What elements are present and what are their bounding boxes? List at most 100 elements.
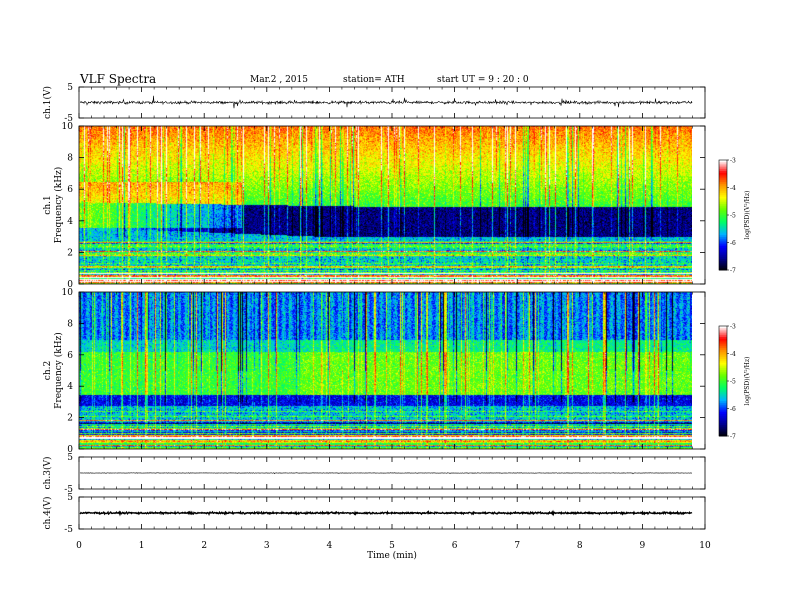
- ch2-colorbar-swatch: [719, 353, 727, 356]
- ch1-colorbar-swatch: [719, 246, 727, 249]
- time-tick-label: 9: [640, 541, 646, 551]
- ch2-colorbar-swatch: [719, 326, 727, 329]
- ch2-colorbar-swatch: [719, 377, 727, 380]
- ch1-colorbar-swatch: [719, 240, 727, 243]
- ch2-colorbar-swatch: [719, 351, 727, 354]
- ch2-colorbar-swatch: [719, 428, 727, 431]
- ch2-colorbar-swatch: [719, 379, 727, 382]
- ch2-colorbar-swatch: [719, 344, 727, 347]
- ch2-colorbar-swatch: [719, 342, 727, 345]
- ch2-colorbar-swatch: [719, 384, 727, 387]
- ch3-ylabel: ch.3(V): [42, 457, 53, 490]
- ch1-colorbar-swatch: [719, 169, 727, 172]
- ch1-colorbar-tick-label: -5: [730, 213, 736, 220]
- ch1-colorbar-swatch: [719, 216, 727, 220]
- ch1-colorbar-swatch: [719, 233, 727, 236]
- ch1-colorbar-swatch: [719, 260, 727, 264]
- ch1-colorbar-swatch: [719, 222, 727, 225]
- ch2-colorbar-swatch: [719, 382, 727, 386]
- ch2-colorbar-swatch: [719, 338, 727, 342]
- ch1-colorbar-swatch: [719, 187, 727, 190]
- time-tick-label: 10: [699, 541, 711, 551]
- s2-ylabel: ch.2: [43, 361, 53, 380]
- ch2-colorbar-swatch: [719, 401, 727, 404]
- ch2-colorbar-swatch: [719, 423, 727, 426]
- ch1-colorbar-tick-label: -7: [730, 268, 736, 275]
- ch1-ytick-label: -5: [64, 114, 73, 124]
- ch2-colorbar-swatch: [719, 364, 727, 367]
- ch2-colorbar-swatch: [719, 404, 727, 408]
- date-label: Mar.2 , 2015: [250, 75, 308, 85]
- ch2-colorbar-swatch: [719, 386, 727, 389]
- s1-ytick-label: 0: [67, 280, 73, 290]
- ch2-colorbar-swatch: [719, 408, 727, 411]
- ch1-colorbar-swatch: [719, 237, 727, 240]
- s2-heatmap: [79, 292, 692, 449]
- ch1-colorbar-swatch: [719, 249, 727, 253]
- ch2-colorbar-swatch: [719, 357, 727, 360]
- ch2-colorbar-tick-label: -4: [730, 351, 736, 358]
- ch1-colorbar-swatch: [719, 182, 727, 185]
- ch2-colorbar-label: log(PSD)(V²/Hz): [744, 357, 751, 406]
- ch1-trace: [79, 95, 693, 109]
- ch2-colorbar-swatch: [719, 430, 727, 433]
- s2-ytick-label: 2: [67, 414, 73, 424]
- ch1-colorbar-swatch: [719, 209, 727, 212]
- ch2-colorbar-swatch: [719, 395, 727, 398]
- time-tick-label: 2: [201, 541, 207, 551]
- ch1-colorbar-swatch: [719, 255, 727, 258]
- ch1-colorbar-swatch: [719, 198, 727, 201]
- time-tick-label: 8: [577, 541, 583, 551]
- ch1-ylabel: ch.1(V): [42, 86, 53, 119]
- ch1-spectrogram-panel: 0 2 4 6 8 10 ch.1 Frequency (kHz): [43, 122, 706, 290]
- ch2-colorbar-swatch: [719, 410, 727, 413]
- ch4-ytick-label: 5: [67, 493, 73, 503]
- ch2-colorbar-swatch: [719, 399, 727, 402]
- ch1-colorbar-swatch: [719, 191, 727, 194]
- ch1-colorbar-swatch: [719, 167, 727, 170]
- ch1-colorbar-swatch: [719, 193, 727, 196]
- ch2-colorbar-swatch: [719, 366, 727, 369]
- ch1-colorbar-tick-label: -6: [730, 240, 736, 247]
- ch2-colorbar-swatch: [719, 349, 727, 353]
- ch1-colorbar-swatch: [719, 244, 727, 247]
- ch2-colorbar-swatch: [719, 406, 727, 409]
- ch3-ytick-label: 5: [67, 453, 73, 463]
- ch3-ytick-label: -5: [64, 485, 73, 495]
- ch1-colorbar-swatch: [719, 172, 727, 176]
- ch2-colorbar-swatch: [719, 412, 727, 415]
- s2-ytick-label: 0: [67, 445, 73, 455]
- ch4-waveform-panel: 5 -5 ch.4(V): [42, 493, 706, 535]
- ch1-colorbar-swatch: [719, 196, 727, 199]
- ch1-colorbar-swatch: [719, 242, 727, 245]
- ch2-colorbar-tick-label: -7: [730, 434, 736, 441]
- s2-ytick-label: 10: [62, 288, 74, 298]
- ch1-colorbar-swatch: [719, 266, 727, 269]
- ch2-colorbar-swatch: [719, 390, 727, 393]
- ch2-colorbar-swatch: [719, 381, 727, 384]
- ch2-colorbar-swatch: [719, 375, 727, 378]
- s1-ytick-label: 8: [67, 154, 73, 164]
- s1-ytick-label: 6: [67, 185, 73, 195]
- figure-title: VLF Spectra: [80, 72, 157, 86]
- ch1-colorbar-swatch: [719, 189, 727, 192]
- ch2-colorbar-swatch: [719, 392, 727, 395]
- ch4-trace: [79, 509, 693, 517]
- ch2-colorbar-swatch: [719, 373, 727, 376]
- ch1-colorbar-swatch: [719, 204, 727, 207]
- station-label: station= ATH: [343, 75, 405, 85]
- ch2-spectrogram-panel: 0 2 4 6 8 10 ch.2 Frequency (kHz): [43, 288, 706, 455]
- time-tick-label: 7: [514, 541, 520, 551]
- ch4-ylabel: ch.4(V): [42, 497, 53, 530]
- ch2-colorbar-swatch: [719, 388, 727, 391]
- ch2-colorbar-swatch: [719, 434, 727, 437]
- ch2-colorbar-swatch: [719, 426, 727, 430]
- ch2-colorbar-swatch: [719, 348, 727, 351]
- ch2-colorbar-swatch: [719, 432, 727, 435]
- ch1-colorbar-swatch: [719, 220, 727, 223]
- ch1-colorbar-swatch: [719, 259, 727, 262]
- ch2-colorbar-swatch: [719, 414, 727, 417]
- ch2-colorbar-swatch: [719, 340, 727, 343]
- time-tick-label: 4: [327, 541, 333, 551]
- s2-ytick-label: 4: [67, 382, 73, 392]
